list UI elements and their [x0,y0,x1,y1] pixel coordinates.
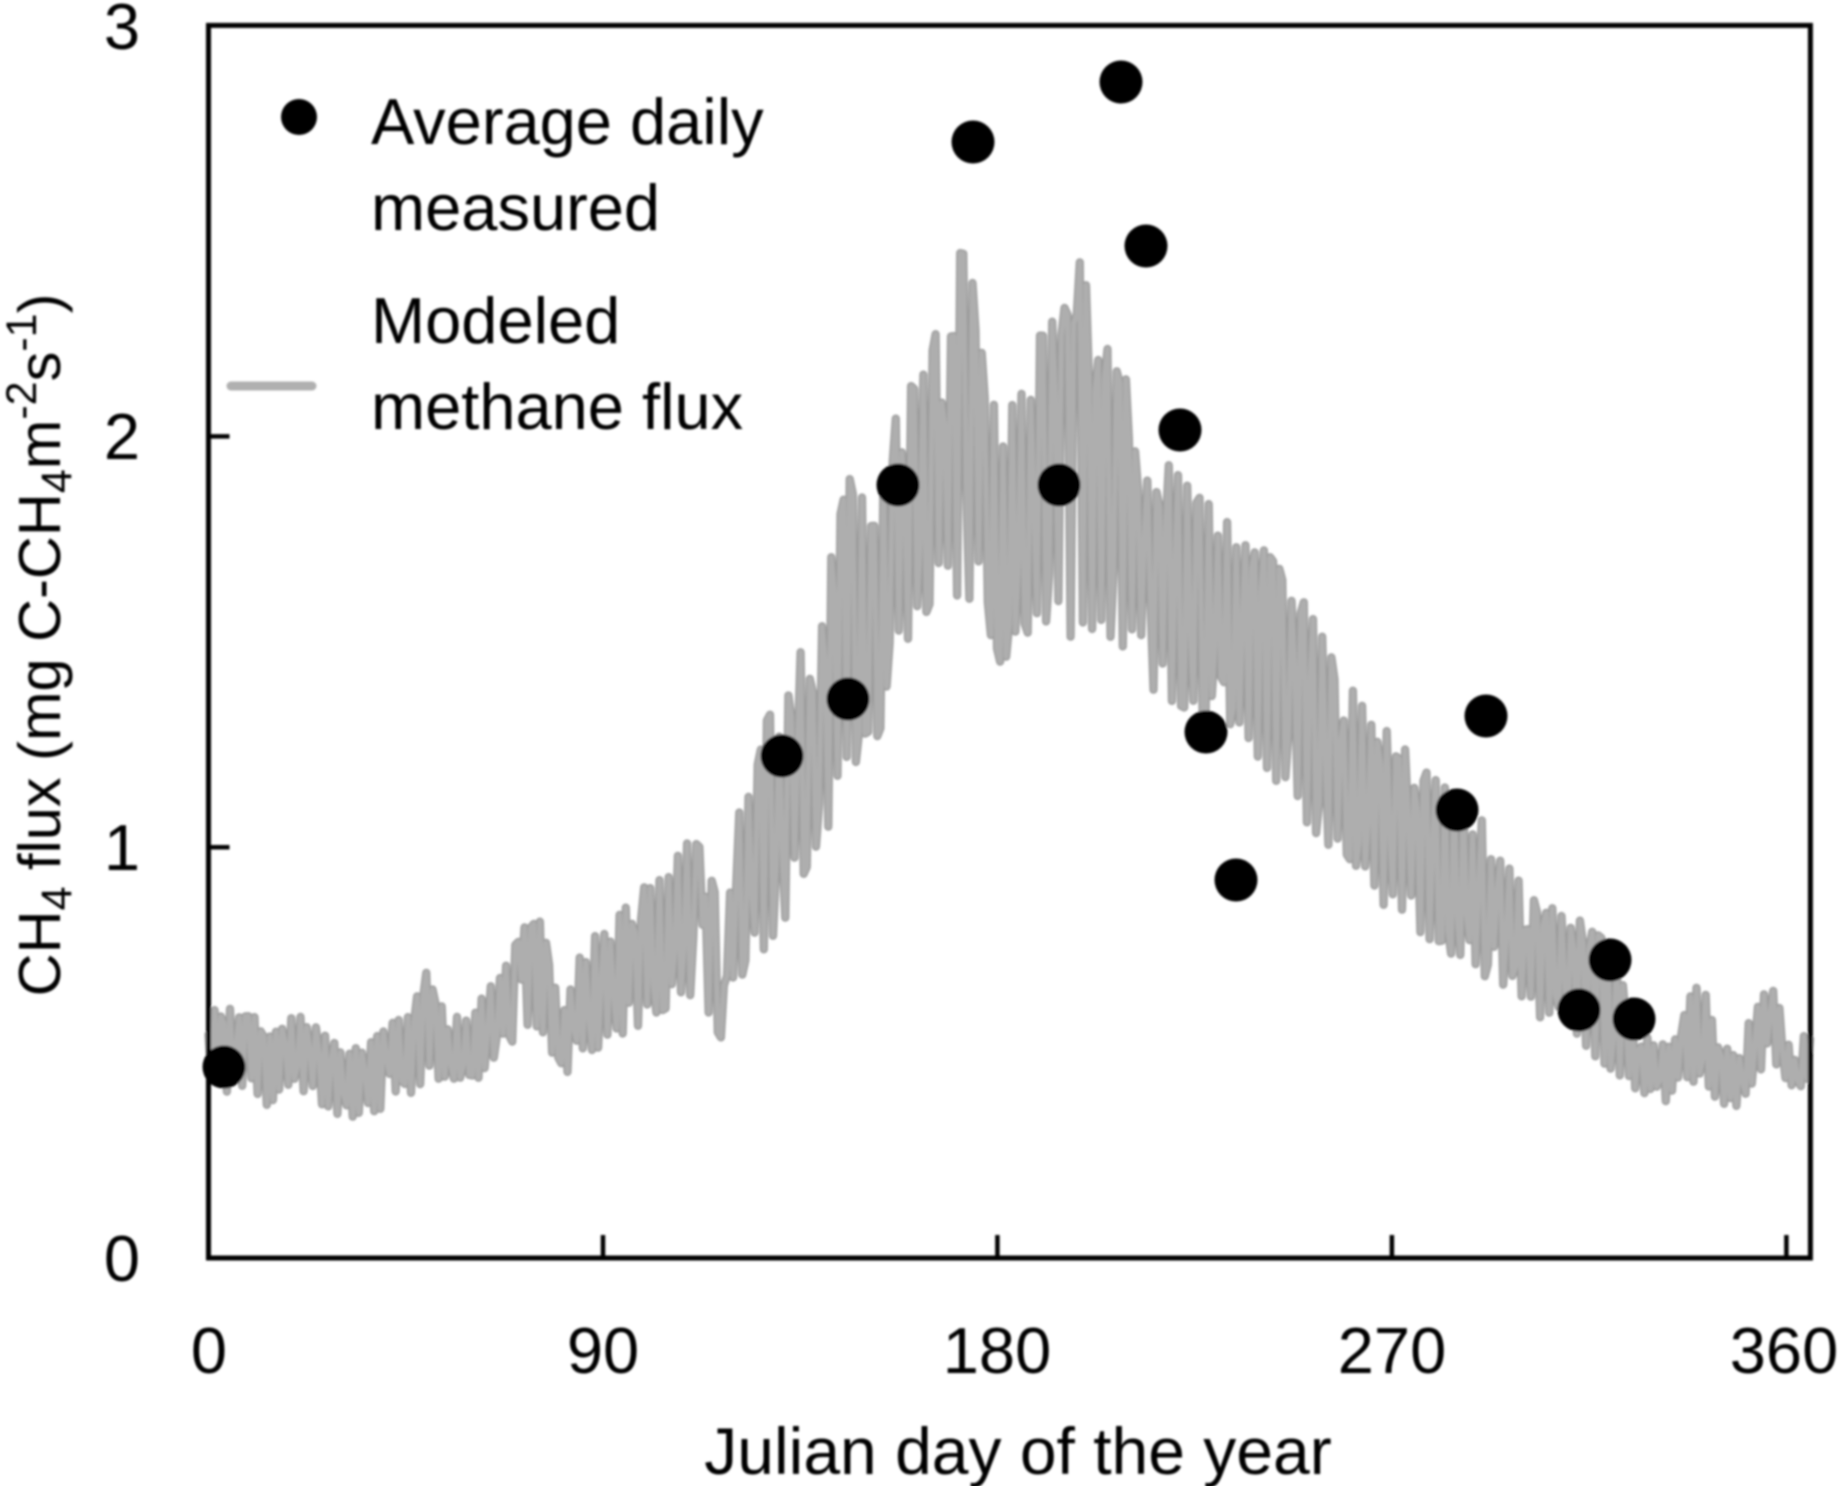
svg-text:methane flux: methane flux [371,370,743,443]
svg-text:0: 0 [104,1222,140,1295]
svg-text:3: 3 [104,0,140,63]
svg-text:measured: measured [371,171,660,244]
svg-text:CH4 flux (mg C-CH4m-2s-1): CH4 flux (mg C-CH4m-2s-1) [0,294,81,997]
svg-text:360: 360 [1730,1314,1838,1387]
svg-text:Julian day of the year: Julian day of the year [704,1414,1331,1486]
svg-text:0: 0 [191,1314,227,1387]
svg-text:90: 90 [567,1314,639,1387]
svg-text:1: 1 [104,811,140,884]
svg-text:270: 270 [1338,1314,1446,1387]
svg-text:Modeled: Modeled [371,284,620,357]
svg-text:2: 2 [104,400,140,473]
svg-text:180: 180 [943,1314,1051,1387]
svg-text:Average daily: Average daily [371,85,764,158]
